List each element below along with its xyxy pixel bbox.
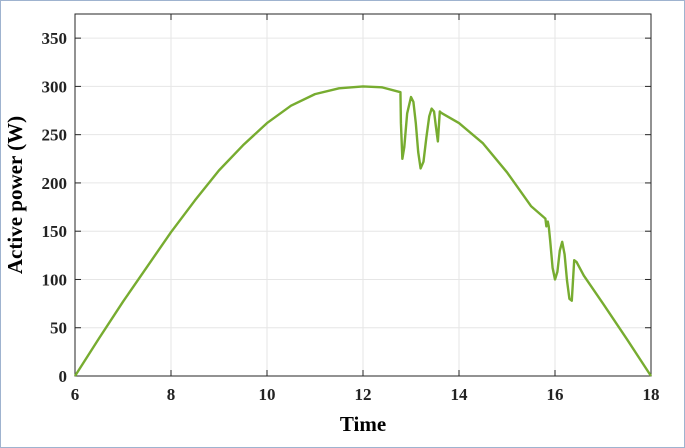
y-tick-label: 100 — [42, 270, 68, 289]
y-tick-label: 300 — [42, 77, 68, 96]
x-tick-label: 10 — [259, 385, 276, 404]
x-tick-label: 6 — [71, 385, 80, 404]
x-tick-label: 14 — [451, 385, 469, 404]
y-tick-label: 200 — [42, 174, 68, 193]
x-tick-label: 12 — [355, 385, 372, 404]
y-axis-label: Active power (W) — [3, 116, 27, 274]
y-tick-label: 50 — [50, 319, 67, 338]
x-tick-label: 8 — [167, 385, 176, 404]
active-power-line — [73, 85, 653, 377]
y-tick-label: 350 — [42, 29, 68, 48]
y-tick-label: 250 — [42, 126, 68, 145]
y-tick-label: 150 — [42, 222, 68, 241]
y-tick-label: 0 — [59, 367, 68, 386]
grid — [74, 14, 652, 377]
ticks: 6 8 10 12 14 16 18 0 50 100 150 200 250 300 350 — [42, 14, 660, 404]
x-axis-label: Time — [340, 412, 386, 436]
x-tick-label: 18 — [643, 385, 660, 404]
x-tick-label: 16 — [547, 385, 564, 404]
